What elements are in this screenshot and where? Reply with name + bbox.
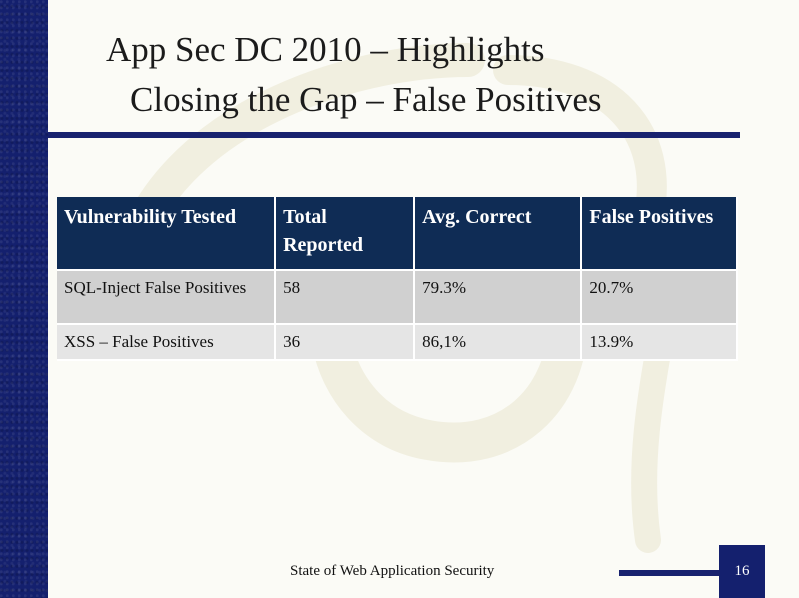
- slide-title-line-1: App Sec DC 2010 – Highlights: [106, 30, 545, 69]
- header-vulnerability-tested: Vulnerability Tested: [57, 197, 277, 271]
- footer-text: State of Web Application Security: [290, 563, 495, 579]
- footer-rule: [619, 570, 719, 576]
- false-positives-table: Vulnerability Tested Total Reported Avg.…: [57, 197, 738, 361]
- cell-avg-correct: 79.3%: [415, 271, 583, 325]
- cell-total-reported: 58: [276, 271, 416, 325]
- page-number-box: 16: [719, 545, 765, 598]
- left-decorative-band: [0, 0, 48, 598]
- cell-false-positives: 13.9%: [582, 325, 738, 361]
- page-number: 16: [734, 563, 750, 579]
- title-underline-rule: [48, 132, 740, 138]
- header-total-reported: Total Reported: [276, 197, 416, 271]
- table-row: SQL-Inject False Positives 58 79.3% 20.7…: [57, 271, 738, 325]
- cell-vulnerability: XSS – False Positives: [57, 325, 277, 361]
- header-false-positives: False Positives: [582, 197, 738, 271]
- cell-total-reported: 36: [276, 325, 416, 361]
- cell-avg-correct: 86,1%: [415, 325, 583, 361]
- table-header-row: Vulnerability Tested Total Reported Avg.…: [57, 197, 738, 271]
- slide-title-line-2: Closing the Gap – False Positives: [130, 80, 602, 119]
- table-row: XSS – False Positives 36 86,1% 13.9%: [57, 325, 738, 361]
- header-avg-correct: Avg. Correct: [415, 197, 583, 271]
- cell-vulnerability: SQL-Inject False Positives: [57, 271, 277, 325]
- cell-false-positives: 20.7%: [582, 271, 738, 325]
